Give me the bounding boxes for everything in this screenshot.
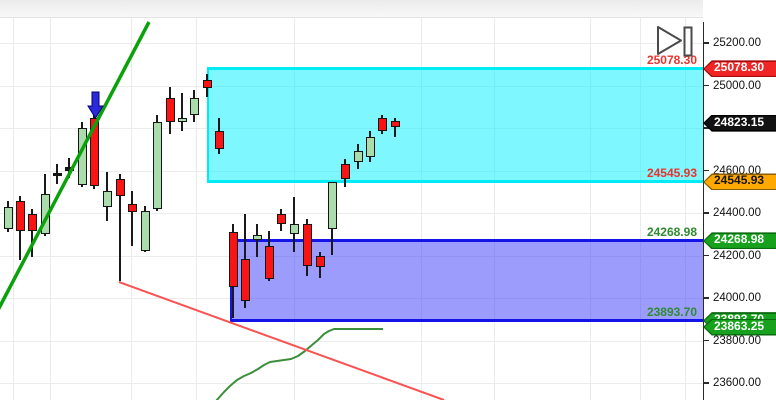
axis-tick-label: 25000.00 [713, 79, 761, 92]
vertical-gridline [590, 18, 591, 400]
candle-body [177, 117, 187, 123]
price-tag[interactable]: 23863.25 [703, 318, 776, 336]
candle-body [189, 97, 199, 115]
price-tag-fill [704, 61, 776, 76]
candle-body [64, 167, 74, 171]
price-axis-line [703, 22, 704, 400]
horizontal-gridline [0, 43, 703, 44]
candle-body [102, 191, 112, 208]
price-tag-fill [704, 320, 776, 335]
demand-zone[interactable] [230, 239, 703, 323]
axis-tick-label: 24000.00 [713, 292, 761, 304]
price-axis[interactable]: 25200.0025000.0024800.0024600.0024400.00… [703, 0, 776, 400]
candle-body [240, 258, 250, 302]
level-price-label: 23893.70 [646, 304, 697, 319]
candle-body [77, 127, 87, 186]
candle-body [152, 121, 162, 209]
horizontal-gridline [0, 340, 703, 342]
candle-body [140, 211, 150, 251]
candle-body [302, 223, 312, 266]
candle-body [377, 117, 387, 132]
supply-zone[interactable] [207, 67, 703, 184]
candle-wick [256, 223, 258, 257]
axis-tick-label: 23800.00 [713, 334, 761, 347]
price-tag-label: 24268.98 [714, 232, 765, 247]
candle-body [165, 97, 175, 122]
candle-body [390, 120, 400, 127]
horizontal-gridline [0, 383, 703, 384]
candle-body [52, 172, 62, 177]
price-tag-fill [704, 116, 776, 131]
horizontal-gridline [0, 255, 703, 257]
axis-tick [703, 42, 709, 44]
price-tag[interactable]: 25078.30 [703, 60, 776, 78]
vertical-gridline [13, 18, 14, 400]
level-price-label: 24545.93 [646, 165, 697, 180]
chart-plot-area[interactable]: 25078.30 24545.93 24268.98 23893.70 [0, 0, 703, 400]
price-tag-fill [704, 174, 776, 189]
candle-body [289, 223, 299, 234]
candle-body [27, 214, 37, 231]
vertical-gridline [421, 18, 422, 400]
candle-body [214, 131, 224, 150]
candle-body [252, 234, 262, 240]
candle-body [365, 136, 375, 158]
candle-body [202, 79, 212, 88]
axis-tick [703, 127, 709, 129]
axis-tick [703, 254, 709, 257]
candle-body [340, 164, 350, 180]
uptrend-line[interactable] [0, 21, 151, 310]
axis-tick-label: 24200.00 [713, 249, 761, 262]
price-tag-label: 24545.93 [714, 173, 765, 188]
sell-signal-arrow-icon[interactable] [87, 91, 104, 119]
axis-tick [703, 339, 709, 342]
axis-tick [703, 212, 709, 214]
axis-tick-label: 24400.00 [713, 207, 761, 219]
vertical-gridline [685, 18, 686, 400]
axis-tick [703, 297, 709, 299]
candle-body [40, 194, 50, 234]
price-tag-label: 23863.25 [714, 318, 765, 333]
candle-body [15, 201, 25, 231]
vertical-gridline [640, 18, 641, 400]
candle-body [327, 182, 337, 229]
vertical-gridline [50, 18, 51, 400]
axis-tick [703, 84, 709, 87]
candle-body [127, 204, 137, 212]
vertical-gridline [196, 18, 197, 400]
candle-body [315, 255, 325, 267]
price-tag-fill [704, 233, 776, 248]
candle-wick [131, 191, 133, 246]
price-tag[interactable]: 24823.15 [703, 114, 776, 132]
replay-step-forward-icon[interactable] [653, 23, 697, 59]
price-tag[interactable]: 24545.93 [703, 173, 776, 191]
level-price-label: 25078.30 [646, 52, 697, 67]
price-tag-label: 25078.30 [714, 60, 765, 75]
level-price-label: 24268.98 [646, 224, 697, 239]
price-tag-label: 24823.15 [714, 114, 765, 129]
header-bar [0, 0, 776, 18]
axis-tick-label: 23600.00 [713, 377, 761, 389]
candle-wick [394, 117, 396, 138]
axis-tick [703, 382, 709, 384]
price-tag[interactable]: 24268.98 [703, 232, 776, 250]
vertical-gridline [494, 18, 495, 400]
candle-body [89, 117, 99, 187]
horizontal-gridline [0, 213, 703, 214]
axis-tick-label: 25200.00 [713, 37, 761, 49]
candle-body [228, 231, 238, 287]
candle-body [264, 245, 274, 279]
candle-body [276, 214, 286, 224]
candle-body [115, 179, 125, 196]
candle-wick [181, 92, 183, 132]
candle-body [353, 151, 363, 163]
candle-body [3, 207, 13, 229]
axis-tick [703, 169, 709, 172]
